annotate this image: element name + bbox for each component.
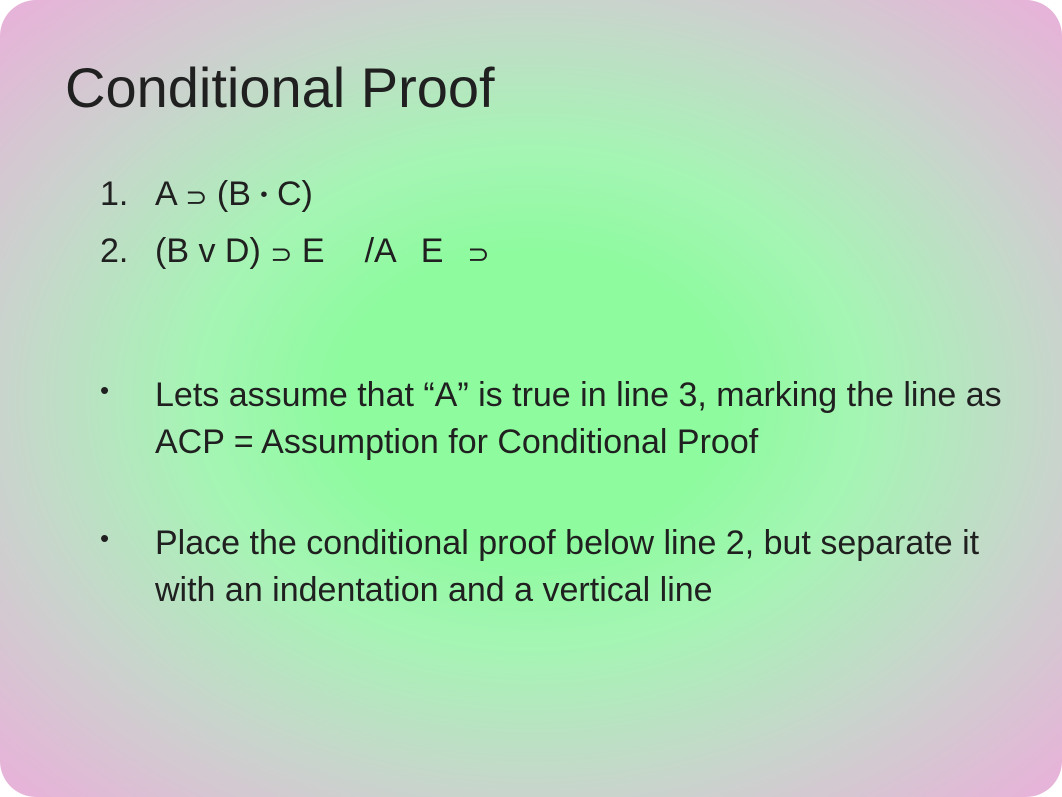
bullet-text: Place the conditional proof below line 2… [155, 520, 1002, 614]
bullet-item: • Place the conditional proof below line… [100, 520, 1002, 614]
numbered-item: 1. A ⊃ (B • C) [100, 168, 1002, 221]
bullet-item: • Lets assume that “A” is true in line 3… [100, 372, 1002, 466]
numbered-item-num: 1. [100, 168, 155, 221]
slide-title: Conditional Proof [65, 55, 1002, 120]
numbered-list: 1. A ⊃ (B • C) 2. (B v D) ⊃ E/AE⊃ [100, 168, 1002, 277]
numbered-item: 2. (B v D) ⊃ E/AE⊃ [100, 225, 1002, 278]
bullet-text: Lets assume that “A” is true in line 3, … [155, 372, 1002, 466]
numbered-item-text: (B v D) ⊃ E/AE⊃ [155, 225, 490, 278]
bullet-list: • Lets assume that “A” is true in line 3… [100, 372, 1002, 614]
numbered-item-num: 2. [100, 225, 155, 278]
bullet-icon: • [100, 520, 155, 614]
numbered-item-text: A ⊃ (B • C) [155, 168, 313, 221]
slide: Conditional Proof 1. A ⊃ (B • C) 2. (B v… [0, 0, 1062, 797]
bullet-icon: • [100, 372, 155, 466]
